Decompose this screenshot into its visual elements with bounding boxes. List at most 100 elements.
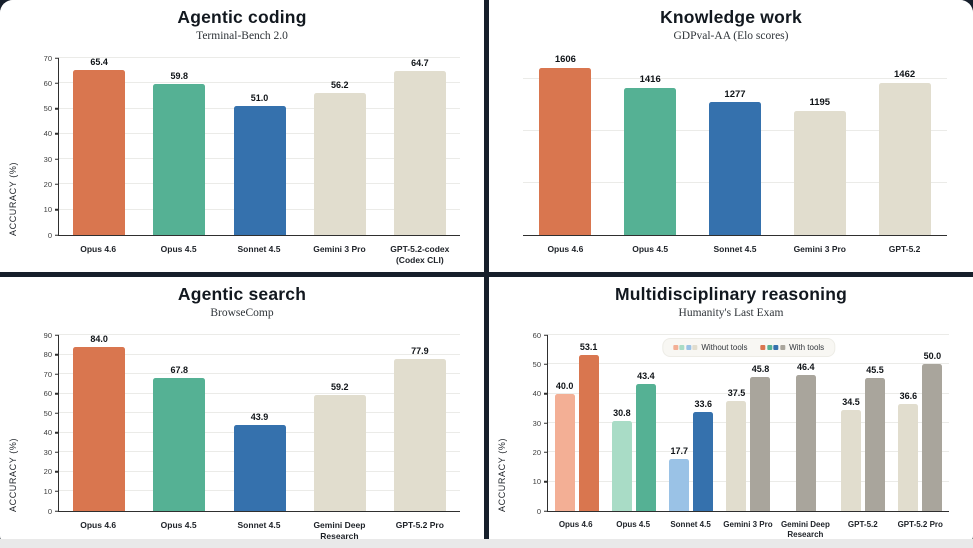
gridline	[59, 353, 460, 355]
legend-swatch	[679, 345, 685, 350]
bar: 53.1	[578, 343, 599, 511]
y-tick-mark	[55, 183, 59, 186]
bar-group: 77.9	[380, 335, 460, 511]
y-tick-label: 40	[532, 388, 541, 398]
gridline	[59, 82, 460, 84]
bars-layer: 65.4 59.8 51.0 56.2 64.7	[59, 56, 460, 235]
legend-swatches	[672, 345, 698, 350]
chart-subtitle: Humanity's Last Exam	[678, 307, 784, 319]
y-tick-mark	[544, 510, 548, 512]
bar: 34.5	[841, 397, 862, 511]
bar-value-label: 17.7	[670, 446, 688, 457]
y-axis-title: ACCURACY (%)	[8, 437, 18, 512]
legend-swatch	[773, 345, 779, 350]
y-tick-label: 90	[43, 330, 52, 340]
y-tick-mark	[55, 510, 59, 512]
bar-value-label: 1195	[809, 97, 831, 109]
bar-value-label: 77.9	[411, 345, 429, 356]
y-tick-label: 30	[43, 154, 52, 164]
bar-value-label: 65.4	[90, 56, 108, 67]
y-tick-label: 80	[43, 349, 52, 359]
gridline	[59, 57, 460, 58]
plot-area: 1606 1416 1277 1195 1462	[523, 55, 947, 236]
bar: 1462	[878, 70, 931, 235]
bar: 45.8	[750, 364, 771, 511]
chart-area: ACCURACY (%) 0 10 20 30 40 50 60 70 80 90 84.0 67.8…	[0, 327, 484, 548]
y-tick-mark	[55, 334, 59, 336]
bar: 59.2	[313, 383, 366, 511]
bar: 45.5	[865, 365, 886, 511]
bar-group: 56.2	[300, 58, 380, 235]
bar-group: 17.7 33.6	[663, 335, 720, 511]
y-tick-label: 70	[43, 53, 52, 63]
bar-group: 59.8	[139, 58, 219, 235]
panel-multidisciplinary-reasoning: Multidisciplinary reasoning Humanity's L…	[489, 277, 973, 548]
bar: 43.4	[635, 371, 656, 511]
bar: 59.8	[153, 71, 206, 235]
bar-value-label: 34.5	[842, 396, 860, 407]
x-axis-label: Gemini 3 Pro	[313, 244, 366, 254]
x-axis-labels: Opus 4.6 Opus 4.5 Sonnet 4.5 Gemini 3 Pro Ge…	[547, 518, 949, 546]
bar-group: 37.5 45.8	[720, 335, 777, 511]
bar-value-label: 1277	[724, 88, 746, 100]
x-axis-label: Gemini 3 Pro	[793, 244, 846, 254]
y-tick-mark	[55, 471, 59, 473]
bar-group: 43.9	[219, 335, 299, 511]
x-axis-label: GPT-5.2 Pro	[395, 520, 444, 530]
y-tick-mark	[55, 158, 59, 160]
y-tick-label: 10	[43, 204, 52, 214]
bar-group: 51.0	[219, 58, 299, 235]
bar-value-label: 46.4	[797, 361, 815, 372]
y-axis-title: ACCURACY (%)	[8, 161, 18, 236]
y-tick-mark	[55, 208, 59, 211]
bar: 1195	[793, 98, 846, 235]
gridline	[59, 373, 460, 375]
bar: 46.4	[795, 362, 816, 511]
bar-group: 84.0	[59, 334, 139, 511]
page-bottom-strip	[0, 539, 973, 548]
y-tick-label: 30	[43, 447, 52, 457]
chart-area: ACCURACY (%) 0 10 20 30 40 50 60 70 65.4 59.8 51.0…	[0, 50, 484, 272]
y-tick-label: 40	[43, 129, 52, 139]
legend-swatch	[685, 345, 691, 350]
y-tick-label: 20	[532, 447, 541, 457]
y-tick-label: 50	[43, 408, 52, 418]
gridline	[548, 334, 949, 335]
bar-value-label: 43.9	[250, 412, 269, 423]
bar: 37.5	[726, 389, 747, 511]
gridline	[59, 412, 460, 414]
x-axis-label: Opus 4.6	[80, 520, 117, 530]
y-tick-mark	[55, 82, 59, 85]
gridline	[548, 422, 949, 423]
legend-swatch	[780, 345, 786, 350]
y-tick-mark	[55, 412, 59, 414]
bar-group: 36.6 50.0	[892, 335, 949, 511]
legend-swatch	[692, 345, 698, 350]
y-tick-label: 20	[43, 179, 52, 189]
bar-group: 1277	[693, 58, 778, 235]
chart-subtitle: Terminal-Bench 2.0	[196, 30, 288, 42]
y-tick-label: 50	[532, 359, 541, 369]
y-tick-label: 0	[47, 506, 52, 516]
legend-swatch	[767, 345, 773, 350]
bar-group: 65.4	[59, 56, 139, 235]
y-tick-mark	[544, 480, 548, 483]
y-tick-label: 50	[43, 103, 52, 113]
x-axis-label: Opus 4.5	[160, 244, 197, 254]
bar-value-label: 67.8	[170, 365, 189, 376]
legend-item-label: With tools	[789, 343, 825, 352]
bar: 67.8	[153, 366, 206, 511]
chart-subtitle: BrowseComp	[210, 307, 274, 319]
x-axis-label: Gemini Deep Research	[313, 520, 366, 542]
bar: 30.8	[611, 408, 632, 511]
x-axis-label: Sonnet 4.5	[237, 244, 281, 254]
bar-group: 1462	[862, 58, 947, 235]
legend: Without tools With tools	[662, 339, 835, 356]
x-axis-label: GPT-5.2 Pro	[897, 520, 943, 529]
y-tick-mark	[55, 490, 59, 493]
legend-item-label: Without tools	[701, 343, 748, 352]
bar: 17.7	[669, 447, 690, 511]
x-axis-label: Opus 4.6	[547, 244, 584, 254]
y-tick-mark	[55, 432, 59, 434]
bar-value-label: 59.8	[170, 70, 189, 81]
